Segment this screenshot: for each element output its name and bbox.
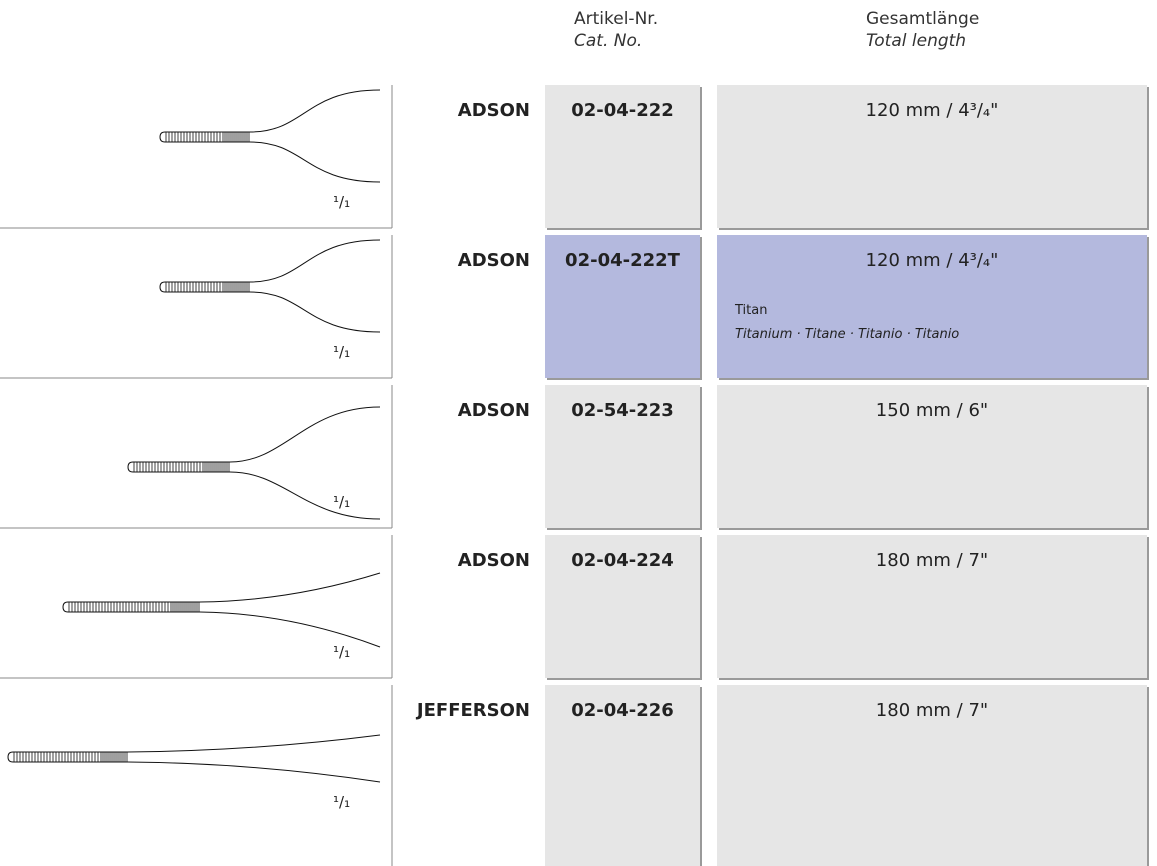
forceps-handle [159,281,250,293]
forceps-serration [68,602,200,612]
instrument-name: JEFFERSON [416,700,530,721]
forceps-handle [159,131,250,143]
forceps-arm [249,141,381,183]
cat-no: 02-04-226 [571,700,674,721]
forceps-handle [62,601,200,613]
scale: ¹/₁ [333,493,351,511]
forceps-arm [199,572,381,603]
cat-no: 02-04-222T [565,250,680,271]
header-length-de: Gesamtlänge [866,9,980,29]
material-de: Titan [735,303,768,318]
total-length: 120 mm / 4³/₄" [865,100,999,121]
cat-no: 02-04-224 [571,550,674,571]
cat-box [545,235,700,378]
forceps-arm [249,239,381,283]
header-cat-en: Cat. No. [574,31,643,51]
total-length: 180 mm / 7" [875,550,989,571]
forceps-arm [127,734,381,753]
forceps-handle [127,461,230,473]
forceps-serration [13,752,128,762]
cat-box [545,85,700,228]
forceps-arm [229,406,381,463]
header-cat-de: Artikel-Nr. [574,9,659,29]
cat-no: 02-04-222 [571,100,674,121]
scale: ¹/₁ [333,793,351,811]
forceps-arm [229,471,381,520]
length-box [717,235,1147,378]
material-en: Titanium · Titane · Titanio · Titanio [735,327,960,342]
length-box [717,85,1147,228]
forceps-arm [249,89,381,133]
scale: ¹/₁ [333,643,351,661]
forceps-handle [7,751,128,763]
forceps-serration [165,282,250,292]
length-box [717,535,1147,678]
cat-box [545,685,700,866]
scale: ¹/₁ [333,193,351,211]
forceps-serration [133,462,230,472]
instrument-name: ADSON [457,550,530,571]
forceps-serration [165,132,250,142]
forceps-arm [199,611,381,648]
header-length-en: Total length [866,31,967,51]
length-box [717,385,1147,528]
forceps-arm [249,291,381,333]
cat-no: 02-54-223 [571,400,674,421]
instrument-name: ADSON [457,250,530,271]
cat-box [545,535,700,678]
cat-box [545,385,700,528]
instrument-name: ADSON [457,400,530,421]
instrument-name: ADSON [457,100,530,121]
scale: ¹/₁ [333,343,351,361]
forceps-arm [127,761,381,783]
total-length: 150 mm / 6" [875,400,989,421]
total-length: 120 mm / 4³/₄" [865,250,999,271]
length-box [717,685,1147,866]
total-length: 180 mm / 7" [875,700,989,721]
